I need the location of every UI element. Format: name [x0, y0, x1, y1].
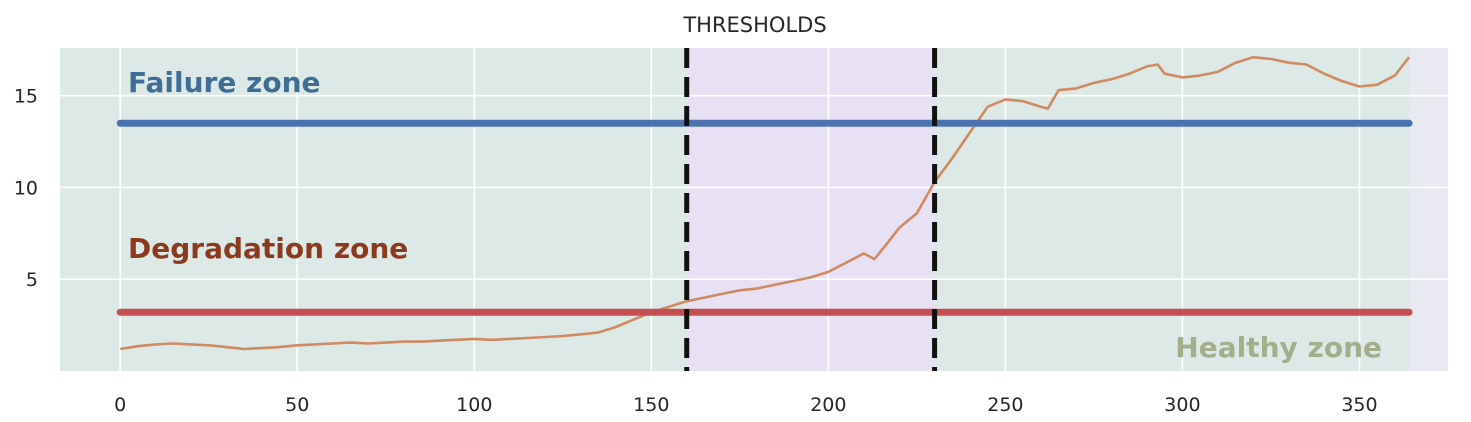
degradation-zone-label: Degradation zone — [128, 232, 408, 265]
healthy-zone-label: Healthy zone — [1175, 331, 1382, 364]
zone-region-0 — [60, 48, 687, 371]
series — [119, 55, 1411, 351]
chart-title: THRESHOLDS — [682, 13, 826, 37]
zone-shading — [60, 48, 1410, 371]
x-tick-label: 50 — [285, 394, 309, 416]
x-tick-label: 350 — [1341, 394, 1377, 416]
x-tick-label: 0 — [114, 394, 126, 416]
x-tick-label: 100 — [456, 394, 492, 416]
y-tick-label: 15 — [14, 86, 38, 108]
grid — [60, 48, 1448, 371]
y-ticks: 5 10 15 — [14, 86, 38, 292]
series-line-0 — [119, 55, 1411, 351]
x-tick-label: 150 — [633, 394, 669, 416]
zone-region-1 — [686, 48, 935, 371]
x-tick-label: 250 — [987, 394, 1023, 416]
x-tick-label: 200 — [810, 394, 846, 416]
failure-zone-label: Failure zone — [128, 66, 321, 99]
y-tick-label: 10 — [14, 177, 38, 199]
y-tick-label: 5 — [26, 269, 38, 291]
zone-region-2 — [934, 48, 1410, 371]
x-ticks: 0 50 100 150 200 250 300 350 — [114, 394, 1377, 416]
threshold-lines — [116, 119, 1413, 316]
x-tick-label: 300 — [1164, 394, 1200, 416]
vertical-markers — [684, 48, 938, 371]
